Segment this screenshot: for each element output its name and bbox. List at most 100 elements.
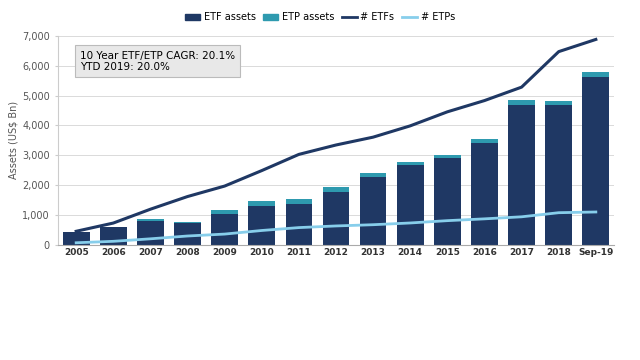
- Text: # ETFs: # ETFs: [5, 291, 35, 300]
- Text: 1,193: 1,193: [128, 291, 152, 300]
- Text: 1,478: 1,478: [248, 349, 272, 358]
- Text: 4,685: 4,685: [568, 330, 592, 338]
- Text: 426: 426: [52, 349, 68, 358]
- Text: 1,526: 1,526: [288, 349, 312, 358]
- Legend: ETF assets, ETP assets, # ETFs, # ETPs: ETF assets, ETP assets, # ETFs, # ETPs: [181, 9, 459, 26]
- Text: 4,458: 4,458: [448, 291, 472, 300]
- Text: 3,553: 3,553: [488, 349, 512, 358]
- Bar: [211, 214, 238, 245]
- Bar: [434, 156, 461, 158]
- Text: 1,355: 1,355: [288, 330, 312, 338]
- Text: 3,031: 3,031: [288, 291, 312, 300]
- Text: 2,998: 2,998: [448, 349, 472, 358]
- Text: 4,840: 4,840: [528, 349, 552, 358]
- Text: 2,675: 2,675: [408, 330, 432, 338]
- Text: 2007: 2007: [127, 267, 152, 276]
- Text: 2017: 2017: [527, 267, 552, 276]
- Bar: [63, 232, 90, 245]
- Text: 1,158: 1,158: [208, 349, 232, 358]
- Bar: [137, 219, 164, 221]
- Text: 2005: 2005: [47, 267, 72, 276]
- Text: ETF assets: ETF assets: [0, 330, 42, 338]
- Text: 3,988: 3,988: [408, 291, 432, 300]
- Text: 5,61: 5,61: [611, 330, 629, 338]
- Bar: [508, 100, 535, 105]
- Bar: [100, 228, 127, 245]
- Bar: [137, 221, 164, 245]
- Y-axis label: Assets (US$ Bn): Assets (US$ Bn): [8, 101, 18, 180]
- Text: 603: 603: [92, 349, 108, 358]
- Text: 3,609: 3,609: [368, 291, 392, 300]
- Text: 2,091: 2,091: [168, 310, 192, 319]
- Bar: [323, 192, 349, 245]
- Text: 716: 716: [172, 330, 188, 338]
- Text: Sep-19: Sep-19: [602, 267, 637, 276]
- Text: 1,772: 1,772: [328, 330, 352, 338]
- Bar: [360, 177, 387, 245]
- Bar: [582, 72, 609, 77]
- Text: 827: 827: [92, 310, 108, 319]
- Text: 857: 857: [132, 349, 148, 358]
- Text: 6,476: 6,476: [568, 291, 592, 300]
- Bar: [174, 224, 201, 245]
- Text: 4,817: 4,817: [568, 349, 592, 358]
- Bar: [471, 139, 498, 143]
- Text: 6,166: 6,166: [488, 310, 512, 319]
- Text: 3,346: 3,346: [328, 291, 352, 300]
- Text: 5,78: 5,78: [611, 349, 629, 358]
- Bar: [248, 206, 275, 245]
- Bar: [211, 210, 238, 214]
- Text: 10 Year ETF/ETP CAGR: 20.1%
YTD 2019: 20.0%: 10 Year ETF/ETP CAGR: 20.1% YTD 2019: 20…: [80, 51, 235, 72]
- Text: 580: 580: [92, 330, 108, 338]
- Text: 483: 483: [52, 310, 68, 319]
- Text: 7,79: 7,79: [611, 310, 629, 319]
- Bar: [100, 227, 127, 228]
- Text: 4,087: 4,087: [288, 310, 312, 319]
- Text: 2,788: 2,788: [408, 349, 432, 358]
- Text: 2008: 2008: [168, 267, 193, 276]
- Text: 5,186: 5,186: [408, 310, 432, 319]
- Bar: [545, 101, 572, 105]
- Text: 4,691: 4,691: [528, 330, 552, 338]
- Text: 453: 453: [52, 291, 68, 300]
- Text: 4,479: 4,479: [328, 310, 352, 319]
- Text: 2011: 2011: [287, 267, 312, 276]
- Text: 2,899: 2,899: [448, 330, 472, 338]
- Text: 1,952: 1,952: [328, 349, 352, 358]
- Text: 2013: 2013: [367, 267, 392, 276]
- Bar: [397, 162, 424, 165]
- Text: 3,424: 3,424: [488, 330, 512, 338]
- Text: # ETPs: # ETPs: [5, 310, 35, 319]
- Text: 2009: 2009: [207, 267, 232, 276]
- Bar: [545, 105, 572, 245]
- Bar: [323, 186, 349, 192]
- Text: 2,284: 2,284: [368, 330, 392, 338]
- Text: 1,618: 1,618: [168, 291, 192, 300]
- Bar: [434, 158, 461, 245]
- Text: 417: 417: [52, 330, 68, 338]
- Text: 729: 729: [92, 291, 108, 300]
- Bar: [582, 77, 609, 245]
- Bar: [248, 201, 275, 206]
- Bar: [397, 165, 424, 245]
- Text: 6,652: 6,652: [528, 310, 552, 319]
- Text: 7,626: 7,626: [568, 310, 592, 319]
- Text: 2,403: 2,403: [368, 349, 392, 358]
- Bar: [174, 222, 201, 224]
- Text: 2010: 2010: [248, 267, 273, 276]
- Text: ETP assets: ETP assets: [0, 349, 42, 358]
- Bar: [285, 199, 312, 204]
- Text: 2015: 2015: [447, 267, 472, 276]
- Text: 5,736: 5,736: [448, 310, 472, 319]
- Text: 1,421: 1,421: [128, 310, 152, 319]
- Text: 2,548: 2,548: [208, 310, 232, 319]
- Text: 2,488: 2,488: [248, 291, 272, 300]
- Text: 2012: 2012: [328, 267, 353, 276]
- Text: 4,835: 4,835: [488, 291, 512, 300]
- Text: 4,771: 4,771: [368, 310, 392, 319]
- Text: 3,400: 3,400: [248, 310, 272, 319]
- Bar: [471, 143, 498, 245]
- Text: 2014: 2014: [408, 267, 433, 276]
- Text: 5,286: 5,286: [528, 291, 552, 300]
- Text: 6,88: 6,88: [611, 291, 629, 300]
